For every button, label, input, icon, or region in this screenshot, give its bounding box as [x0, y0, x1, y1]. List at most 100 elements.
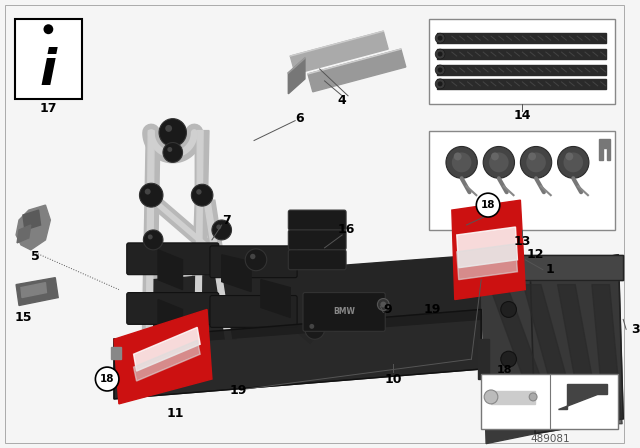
Text: 5: 5: [31, 250, 40, 263]
Circle shape: [438, 52, 442, 56]
Text: 19: 19: [230, 384, 247, 397]
Circle shape: [528, 152, 536, 160]
Polygon shape: [195, 130, 203, 310]
Polygon shape: [158, 250, 182, 289]
Text: 14: 14: [513, 109, 531, 122]
Polygon shape: [437, 33, 605, 43]
Polygon shape: [191, 130, 209, 310]
Polygon shape: [114, 310, 481, 399]
FancyBboxPatch shape: [288, 230, 346, 250]
Polygon shape: [524, 284, 579, 424]
Circle shape: [245, 249, 267, 271]
Polygon shape: [134, 327, 200, 371]
Circle shape: [500, 391, 516, 407]
Text: 11: 11: [167, 407, 184, 420]
Polygon shape: [158, 300, 182, 337]
Circle shape: [520, 146, 552, 178]
Circle shape: [435, 33, 445, 43]
Polygon shape: [153, 255, 481, 344]
Polygon shape: [221, 255, 251, 292]
Circle shape: [483, 146, 515, 178]
Polygon shape: [17, 225, 31, 243]
Circle shape: [438, 68, 442, 73]
Circle shape: [529, 393, 537, 401]
Text: 489081: 489081: [530, 434, 570, 444]
FancyBboxPatch shape: [210, 296, 297, 327]
Text: 7: 7: [222, 214, 231, 227]
FancyBboxPatch shape: [288, 210, 346, 230]
Polygon shape: [478, 339, 489, 379]
Circle shape: [484, 390, 498, 404]
FancyBboxPatch shape: [210, 246, 297, 278]
Text: 19: 19: [424, 303, 441, 316]
Circle shape: [452, 152, 472, 172]
Circle shape: [148, 234, 153, 239]
FancyBboxPatch shape: [127, 293, 219, 324]
Bar: [429, 130, 616, 230]
Circle shape: [140, 183, 163, 207]
Polygon shape: [204, 200, 232, 339]
Circle shape: [438, 36, 442, 41]
Circle shape: [435, 65, 445, 75]
Circle shape: [305, 319, 324, 339]
Circle shape: [165, 125, 172, 132]
Polygon shape: [592, 284, 622, 424]
Polygon shape: [491, 391, 535, 404]
Bar: [429, 19, 616, 104]
Polygon shape: [308, 49, 406, 92]
FancyBboxPatch shape: [303, 293, 385, 332]
Circle shape: [378, 298, 389, 310]
Text: 3: 3: [632, 323, 640, 336]
Circle shape: [380, 302, 386, 307]
Polygon shape: [452, 200, 525, 300]
Text: 15: 15: [14, 311, 32, 324]
Circle shape: [159, 119, 186, 146]
Circle shape: [250, 254, 255, 259]
Polygon shape: [457, 227, 518, 268]
Circle shape: [216, 224, 221, 229]
Text: i: i: [40, 47, 57, 95]
Polygon shape: [23, 210, 40, 230]
Polygon shape: [599, 138, 611, 160]
Circle shape: [563, 152, 583, 172]
Text: 13: 13: [514, 235, 531, 248]
Circle shape: [163, 142, 182, 162]
Polygon shape: [288, 58, 305, 94]
Polygon shape: [530, 255, 623, 434]
Text: 9: 9: [384, 303, 392, 316]
Circle shape: [526, 152, 546, 172]
FancyBboxPatch shape: [288, 250, 346, 270]
Text: 6: 6: [296, 112, 305, 125]
Polygon shape: [437, 49, 605, 59]
Bar: [15, 19, 82, 99]
Text: 12: 12: [526, 248, 544, 261]
Polygon shape: [291, 31, 388, 74]
Text: 1: 1: [545, 263, 554, 276]
Text: BMW: BMW: [333, 307, 355, 316]
Circle shape: [446, 146, 477, 178]
Circle shape: [309, 324, 314, 329]
Text: 16: 16: [337, 224, 355, 237]
Polygon shape: [489, 284, 557, 424]
Circle shape: [476, 193, 500, 217]
Text: 18: 18: [100, 374, 115, 384]
Polygon shape: [21, 283, 47, 297]
Circle shape: [95, 367, 119, 391]
Circle shape: [489, 152, 509, 172]
Polygon shape: [481, 255, 623, 280]
Polygon shape: [114, 310, 212, 404]
Polygon shape: [457, 244, 518, 280]
Polygon shape: [111, 347, 121, 359]
Polygon shape: [16, 278, 58, 306]
Polygon shape: [147, 130, 154, 339]
Circle shape: [500, 351, 516, 367]
Circle shape: [212, 220, 232, 240]
Circle shape: [435, 79, 445, 89]
Circle shape: [143, 230, 163, 250]
Circle shape: [44, 24, 53, 34]
Polygon shape: [16, 205, 51, 250]
Text: 17: 17: [40, 102, 57, 115]
Circle shape: [565, 152, 573, 160]
Text: 10: 10: [385, 373, 402, 386]
Polygon shape: [557, 284, 601, 424]
